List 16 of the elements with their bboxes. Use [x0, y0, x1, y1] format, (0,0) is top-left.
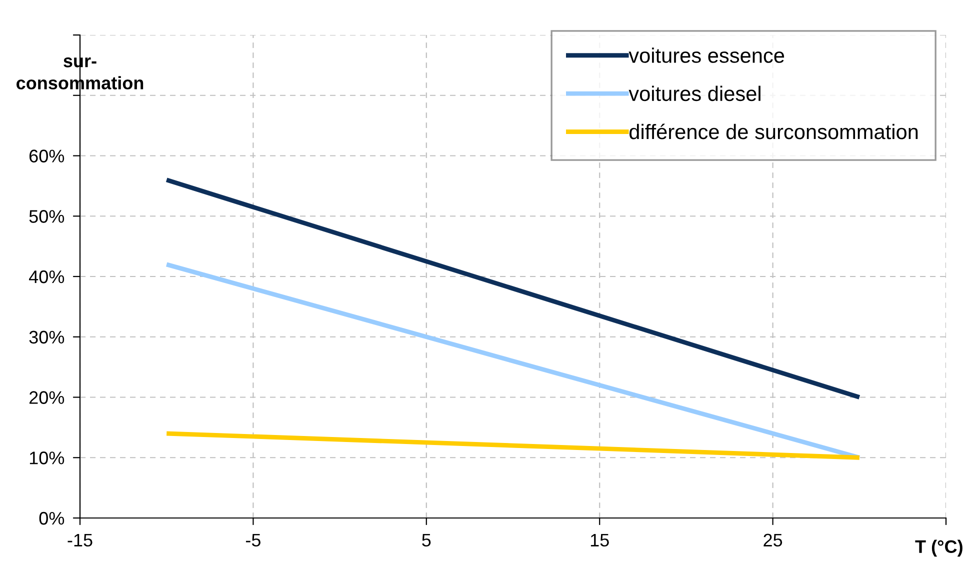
y-tick-label: 20% [29, 391, 64, 404]
x-tick-label: 5 [422, 534, 431, 547]
x-axis-title: T (°C) [915, 540, 962, 557]
y-tick-label: 50% [29, 210, 64, 223]
legend-label: voitures essence [628, 48, 784, 63]
x-tick-label: 15 [590, 534, 609, 547]
x-tick-label: 25 [764, 534, 782, 547]
legend-label: voitures diesel [628, 86, 760, 102]
x-tick-label: -5 [246, 534, 260, 547]
x-tick-label: -15 [68, 534, 92, 547]
y-tick-label: 0% [39, 512, 64, 525]
y-tick-label: 60% [30, 150, 64, 162]
y-tick-label: 40% [29, 270, 64, 284]
legend-label: différence de surconsommation [630, 124, 918, 140]
y-tick-label: 10% [30, 452, 64, 464]
y-tick-label: 30% [29, 330, 64, 344]
